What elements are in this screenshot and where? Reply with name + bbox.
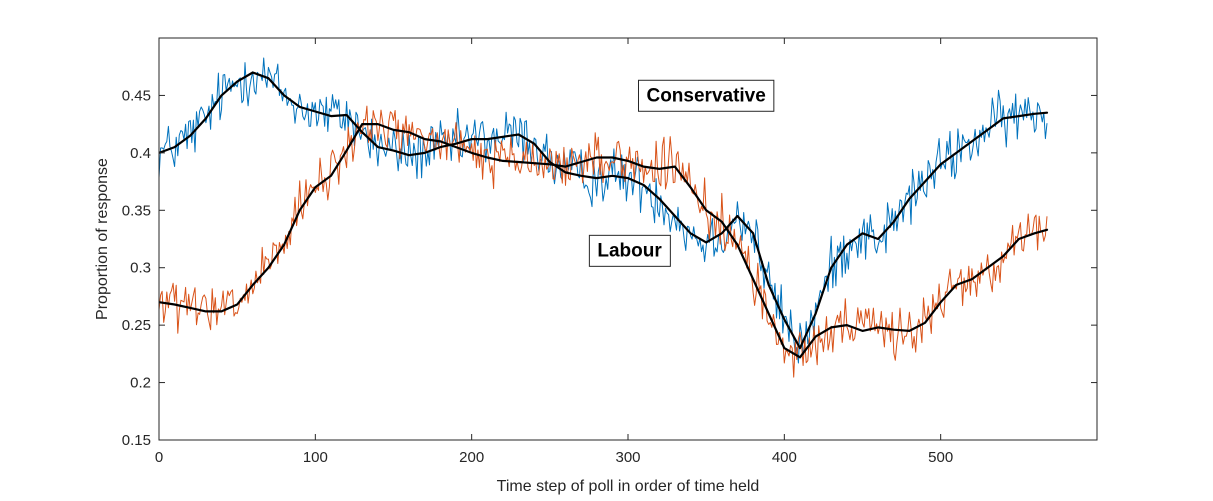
y-tick-label: 0.4 [130, 145, 151, 162]
y-tick-label: 0.35 [122, 202, 151, 219]
axes: 0 100 200 300 400 500 0.15 0.2 0.25 0.3 0.35 0.4 0.4… [122, 37, 1098, 466]
conservative-smoothed-trend-line [159, 71, 1049, 350]
x-tick-label: 500 [928, 449, 953, 466]
y-axis-label: Proportion of response [94, 158, 111, 320]
x-tick-label: 400 [772, 449, 797, 466]
labour-annotation-box [588, 234, 671, 267]
conservative-annotation-label: Conservative [646, 85, 765, 106]
y-tick-label: 0.25 [122, 317, 151, 334]
conservative-series-line [159, 57, 1048, 364]
y-tick-label: 0.3 [130, 260, 151, 277]
x-tick-label: 200 [459, 449, 484, 466]
x-axis-label: Time step of poll in order of time held [497, 478, 760, 495]
annotations: Conservative Labour [588, 79, 775, 267]
labour-annotation-label: Labour [597, 240, 662, 261]
plot-area [159, 57, 1049, 378]
labour-smoothed-trend-line [159, 123, 1049, 359]
y-tick-label: 0.15 [122, 432, 151, 449]
x-tick-label: 0 [155, 449, 163, 466]
x-tick-label: 100 [303, 449, 328, 466]
conservative-annotation-box [637, 79, 775, 112]
conservative-annotation: Conservative [637, 79, 775, 112]
y-tick-label: 0.45 [122, 87, 151, 104]
labour-series-line [159, 105, 1048, 378]
y-tick-label: 0.2 [130, 375, 151, 392]
labour-annotation: Labour [588, 234, 671, 267]
x-tick-label: 300 [615, 449, 640, 466]
